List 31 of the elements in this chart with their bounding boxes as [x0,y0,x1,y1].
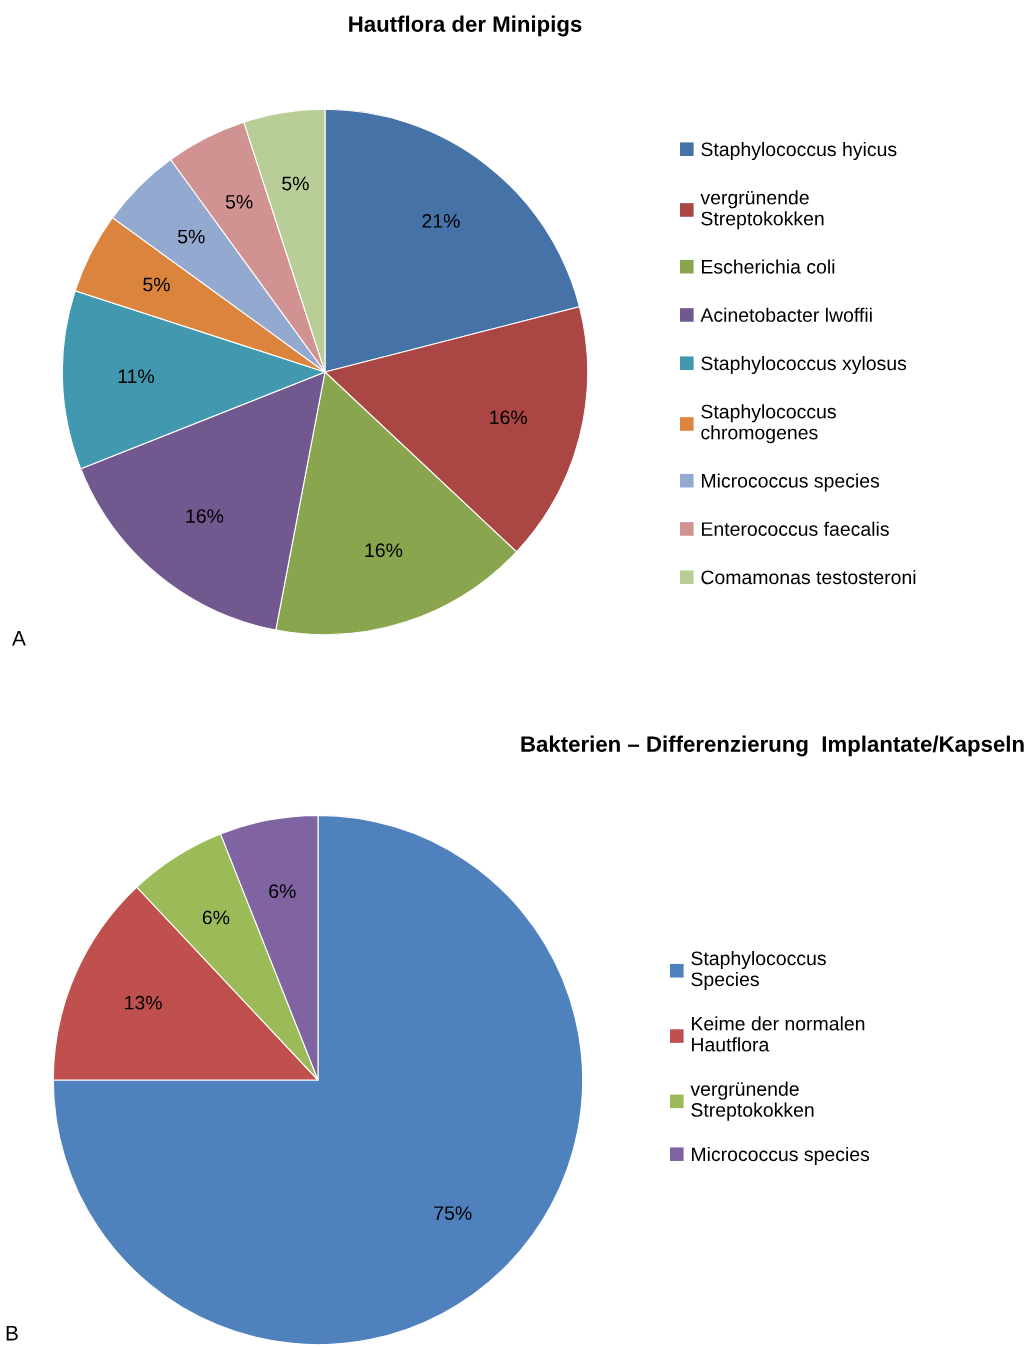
data-label: 21% [422,214,460,228]
legend-label: Micrococcus species [692,1146,870,1166]
data-label: 13% [125,995,162,1010]
chart-title: Bakterien – Differenzierung Implantate/Kapseln [521,735,1024,757]
data-label: 5% [177,229,205,244]
legend-label: Acinetobacter lwoffii [700,307,872,322]
data-label: 6% [269,884,296,899]
legend-label: Keime der normalen Hautflora [692,1016,865,1052]
legend-label: Escherichia coli [702,259,835,274]
legend-label: Staphylococcus hyicus [701,141,897,161]
legend-label: Enterococcus faecalis [702,521,889,536]
text: B [6,1326,18,1341]
data-label: 16% [365,543,403,558]
legend-label: Staphylococcus Species [691,950,826,991]
legend-label: Staphylococcus xylosus [701,355,907,375]
data-label: 5% [282,176,309,191]
legend-label: Staphylococcus chromogenes [701,404,836,444]
text: A [12,631,26,646]
data-label: 16% [490,410,527,425]
chart-title: Hautflora der Minipigs [349,15,582,37]
legend-label: vergrünende Streptokokken [690,1081,814,1121]
data-label: 11% [118,369,155,384]
legend-label: Micrococcus species [702,473,880,492]
legend-label: Comamonas testosteroni [701,569,916,585]
data-label: 16% [186,509,224,523]
data-label: 5% [143,277,170,292]
data-label: 5% [225,195,253,209]
data-label: 6% [202,910,230,925]
pie-slice [52,814,584,1346]
legend-label: vergrünende Streptokokken [700,190,824,230]
data-label: 75% [434,1206,472,1220]
